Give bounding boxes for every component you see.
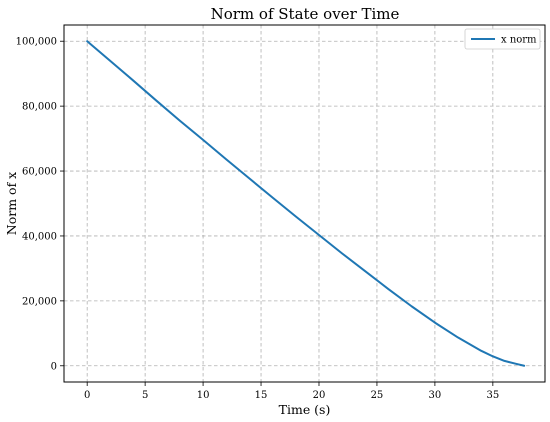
- x-axis: 0 5 10 15 20 25 30 35: [84, 382, 499, 401]
- y-axis: 0 20,000 40,000 60,000 80,000 100,000: [16, 37, 64, 372]
- series-line-x-norm: [86, 40, 526, 367]
- y-tick-label: 40,000: [22, 231, 57, 242]
- x-tick-label: 15: [255, 390, 268, 401]
- x-tick-label: 35: [486, 390, 499, 401]
- x-tick-label: 25: [371, 390, 384, 401]
- legend-box: [464, 28, 541, 50]
- x-tick-label: 0: [84, 390, 90, 401]
- x-tick-label: 5: [142, 390, 148, 401]
- y-tick-label: 100,000: [16, 37, 57, 48]
- x-tick-label: 30: [429, 390, 442, 401]
- legend-label: x norm: [501, 35, 537, 46]
- y-tick-label: 0: [51, 361, 57, 372]
- legend: x norm: [464, 28, 541, 50]
- y-tick-label: 20,000: [22, 296, 57, 307]
- series-layer: [86, 40, 526, 367]
- x-axis-label: Time (s): [279, 402, 331, 417]
- y-tick-label: 80,000: [22, 102, 57, 113]
- grid: [64, 25, 545, 382]
- y-axis-label: Norm of x: [4, 172, 19, 235]
- x-tick-label: 20: [313, 390, 326, 401]
- plot-frame: [63, 24, 546, 383]
- chart-title: Norm of State over Time: [211, 5, 400, 23]
- x-tick-label: 10: [197, 390, 210, 401]
- y-tick-label: 60,000: [22, 167, 57, 178]
